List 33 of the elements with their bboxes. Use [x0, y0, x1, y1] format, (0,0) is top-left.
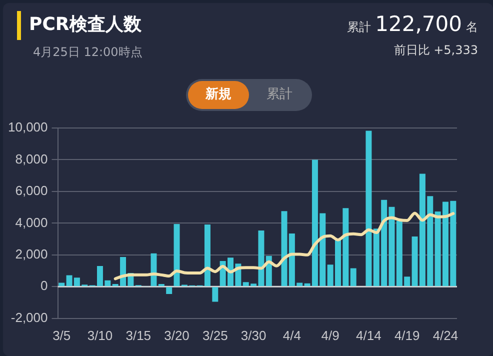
y-tick-label: 6,000	[15, 183, 48, 198]
x-tick-label: 4/19	[394, 328, 420, 343]
y-tick-label: 2,000	[15, 246, 48, 262]
bar	[166, 287, 172, 294]
chart-subtitle: 4月25日 12:00時点	[33, 44, 142, 61]
toggle-switch: 新規 累計	[186, 79, 312, 111]
text: 122,700	[375, 12, 462, 36]
bar	[350, 268, 356, 286]
x-tick-label: 3/20	[164, 328, 190, 343]
line-series	[114, 212, 455, 280]
bar	[58, 282, 65, 286]
bar	[158, 284, 164, 286]
y-tick-label: -2,000	[10, 310, 48, 325]
x-tick-label: 4/24	[432, 328, 458, 343]
y-tick-label: 10,000	[8, 120, 48, 135]
x-tick-label: 4/4	[282, 328, 301, 343]
bar	[150, 253, 157, 286]
y-tick-label: 4,000	[15, 214, 48, 230]
x-tick-label: 3/10	[87, 328, 113, 343]
x-tick-label: 3/15	[126, 328, 152, 343]
x-tick-label: 3/30	[240, 328, 266, 343]
chart-title: PCR検査人数	[29, 13, 142, 36]
y-tick-label: 0	[40, 278, 48, 294]
bar	[366, 130, 372, 286]
text: 累計	[347, 20, 372, 34]
text: 名	[466, 20, 478, 34]
bar	[212, 287, 218, 302]
x-tick-label: 4/14	[356, 328, 382, 343]
x-tick-label: 4/9	[321, 328, 340, 343]
x-tick-label: 3/25	[202, 328, 228, 343]
text: 前日比 +5,333	[394, 42, 478, 59]
x-tick-label: 3/5	[52, 328, 71, 343]
y-tick-label: 8,000	[15, 151, 48, 166]
